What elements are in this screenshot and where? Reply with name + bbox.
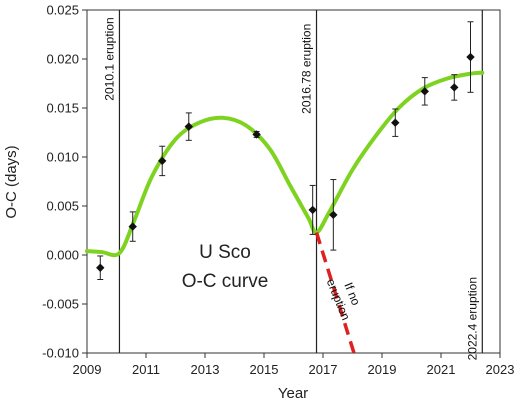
diamond-marker [308,205,317,215]
data-point [128,211,137,242]
x-tick-label: 2019 [368,362,397,377]
data-point [308,184,317,235]
diamond-marker [252,130,261,139]
annotation-center-line1: U Sco [199,242,251,263]
eruption-lines: 2010.1 eruption 2016.78 eruption 2022.4 er… [102,10,483,360]
diamond-marker [329,210,338,220]
fit-curve [85,70,485,258]
x-tick-label: 2011 [132,362,160,377]
data-point [252,130,261,139]
x-tick-label: 2023 [486,362,515,377]
diamond-marker [420,87,429,96]
data-point [184,112,193,141]
eruption-label: 2016.78 eruption [300,24,314,114]
x-tick-label: 2009 [73,362,102,377]
eruption-label: 2022.4 eruption [465,277,479,360]
y-tick-label: 0.015 [46,101,79,116]
data-point [391,108,400,137]
y-tick-label: 0.020 [46,52,79,67]
y-tick-label: 0.010 [46,150,79,165]
plot-area [86,9,501,354]
annotation-center-line2: O-C curve [182,271,269,292]
diamond-marker [184,122,193,131]
data-point [450,74,459,101]
x-tick-label: 2021 [427,362,456,377]
x-axis-label: Year [278,385,308,402]
diamond-marker [96,263,105,272]
diamond-marker [450,83,459,92]
diamond-marker [128,222,137,231]
data-point [96,255,105,280]
plot-frame [86,9,501,354]
y-tick-label: 0.005 [46,199,79,214]
data-points-layer [96,21,475,280]
x-tick-label: 2015 [250,362,279,377]
data-point [420,77,429,106]
red-line-annotation: If no eruption [324,277,364,322]
y-axis-label: O-C (days) [3,145,20,218]
diamond-marker [158,156,167,166]
axes-layer: 2009 2011 2013 2015 2017 2019 2021 2023 -0.010 -0… [42,3,514,378]
data-point [329,179,338,251]
x-tick-label: 2013 [191,362,220,377]
y-tick-label: -0.005 [42,297,79,312]
diamond-marker [391,118,400,127]
eruption-label: 2010.1 eruption [102,17,116,100]
fit-curve-layer [85,70,485,354]
y-tick-label: 0.025 [46,3,79,18]
y-tick-label: 0.000 [46,248,79,263]
data-point [158,145,167,177]
diamond-marker [466,52,475,62]
no-eruption-line [314,231,356,354]
y-tick-label: -0.010 [42,346,79,361]
data-point [466,21,475,93]
x-tick-label: 2017 [309,362,338,377]
